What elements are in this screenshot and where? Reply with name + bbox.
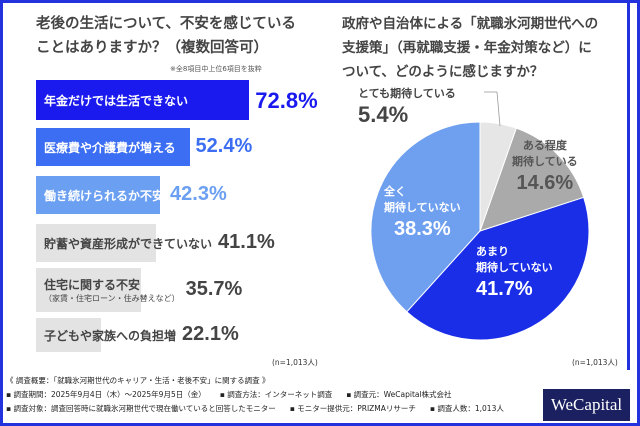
survey-source: ▪ 調査元：WeCapital株式会社 xyxy=(346,390,452,399)
pie-slice xyxy=(479,127,585,232)
slice-value: 5.4% xyxy=(358,102,409,127)
bar: 住宅に関する不安 （家賃・住宅ローン・住み替えなど） xyxy=(36,268,180,312)
pie-slice xyxy=(479,121,517,232)
bar-label: 年金だけでは生活できない xyxy=(44,93,189,108)
slice-value: 41.7% xyxy=(476,278,533,300)
slice-label: ある程度 xyxy=(522,139,567,152)
wecapital-logo: WeCapital xyxy=(543,389,630,421)
survey-count: ▪ 調査人数：1,013人 xyxy=(429,404,504,413)
bar-value-label: 42.3% xyxy=(170,183,227,205)
slice-label: 期待している xyxy=(512,155,578,168)
pie-n: (n=1,013人) xyxy=(572,358,618,367)
leader-line xyxy=(496,91,501,127)
bar: 子どもや家族への負担増 xyxy=(36,318,176,352)
chart-note: ※全8項目中上位6項目を抜粋 xyxy=(170,65,262,73)
summary-heading: 《 調査概要：「就職氷河期世代のキャリア・生活・老後不安」に関する調査 》 xyxy=(6,376,270,385)
pie-label-very: とても期待している 5.4% xyxy=(358,86,456,128)
bar-value-label: 72.8% xyxy=(255,88,318,113)
bar-label: 子どもや家族への負担増 xyxy=(44,328,177,343)
pie-label-somewhat: ある程度期待している 14.6% xyxy=(512,138,578,196)
bar-label: 医療費や介護費が増える xyxy=(44,140,176,155)
title-line: ついて、どのように感じますか？ xyxy=(342,64,544,80)
bar-value-label: 41.1% xyxy=(218,231,275,253)
title-line: 老後の生活について、不安を感じている xyxy=(36,16,296,32)
slice-label: とても期待している xyxy=(358,87,456,100)
bar-value-label: 35.7% xyxy=(185,278,243,300)
bar-n: (n=1,013人) xyxy=(272,358,318,367)
bar-chart-title: 老後の生活について、不安を感じている ことはありますか？（複数回答可） xyxy=(36,12,296,60)
bar-label: 働き続けられるか不安 xyxy=(44,188,165,203)
bar: 医療費や介護費が増える xyxy=(36,128,190,166)
slice-label: あまり xyxy=(476,245,509,258)
bar: 貯蓄や資産形成ができていない xyxy=(36,224,212,262)
survey-method: ▪ 調査方法：インターネット調査 xyxy=(219,390,333,399)
survey-provider: ▪ モニター提供元：PRIZMAリサーチ xyxy=(289,404,416,413)
bar-sublabel: （家賃・住宅ローン・住み替えなど） xyxy=(44,294,180,303)
bar: 年金だけでは生活できない xyxy=(36,80,250,120)
slice-label: 期待していない xyxy=(476,261,553,274)
survey-target: ▪ 調査対象：調査回答時に就職氷河期世代で現在働いていると回答したモニター xyxy=(6,404,276,413)
pie-slice xyxy=(406,196,590,341)
survey-summary: 《 調査概要：「就職氷河期世代のキャリア・生活・老後不安」に関する調査 》 ▪ … xyxy=(6,374,518,416)
bar-value-label: 52.4% xyxy=(195,135,253,157)
survey-period: ▪ 調査期間：2025年9月4日（木）～2025年9月5日（金） xyxy=(6,390,206,399)
pie-chart-title: 政府や自治体による「就職氷河期世代への 支援策」（再就職支援・年金対策など）に … xyxy=(342,12,598,84)
title-line: 支援策」（再就職支援・年金対策など）に xyxy=(342,40,592,56)
slice-value: 38.3% xyxy=(393,218,451,240)
pie-label-not-much: あまり期待していない 41.7% xyxy=(476,244,553,302)
pie-label-not-at-all: 全く期待していない 38.3% xyxy=(384,184,461,242)
bar-label: 貯蓄や資産形成ができていない xyxy=(44,236,213,251)
divider xyxy=(627,0,630,370)
slice-value: 14.6% xyxy=(516,172,574,194)
slice-label: 全く xyxy=(384,185,406,198)
title-line: ことはありますか？（複数回答可） xyxy=(36,40,268,56)
slice-label: 期待していない xyxy=(384,201,461,214)
bar: 働き続けられるか不安 xyxy=(36,176,164,214)
bar-value-label: 22.1% xyxy=(182,323,239,345)
title-line: 政府や自治体による「就職氷河期世代への xyxy=(342,16,599,32)
pie-slice xyxy=(370,121,481,313)
bar-label: 住宅に関する不安 xyxy=(44,278,141,292)
